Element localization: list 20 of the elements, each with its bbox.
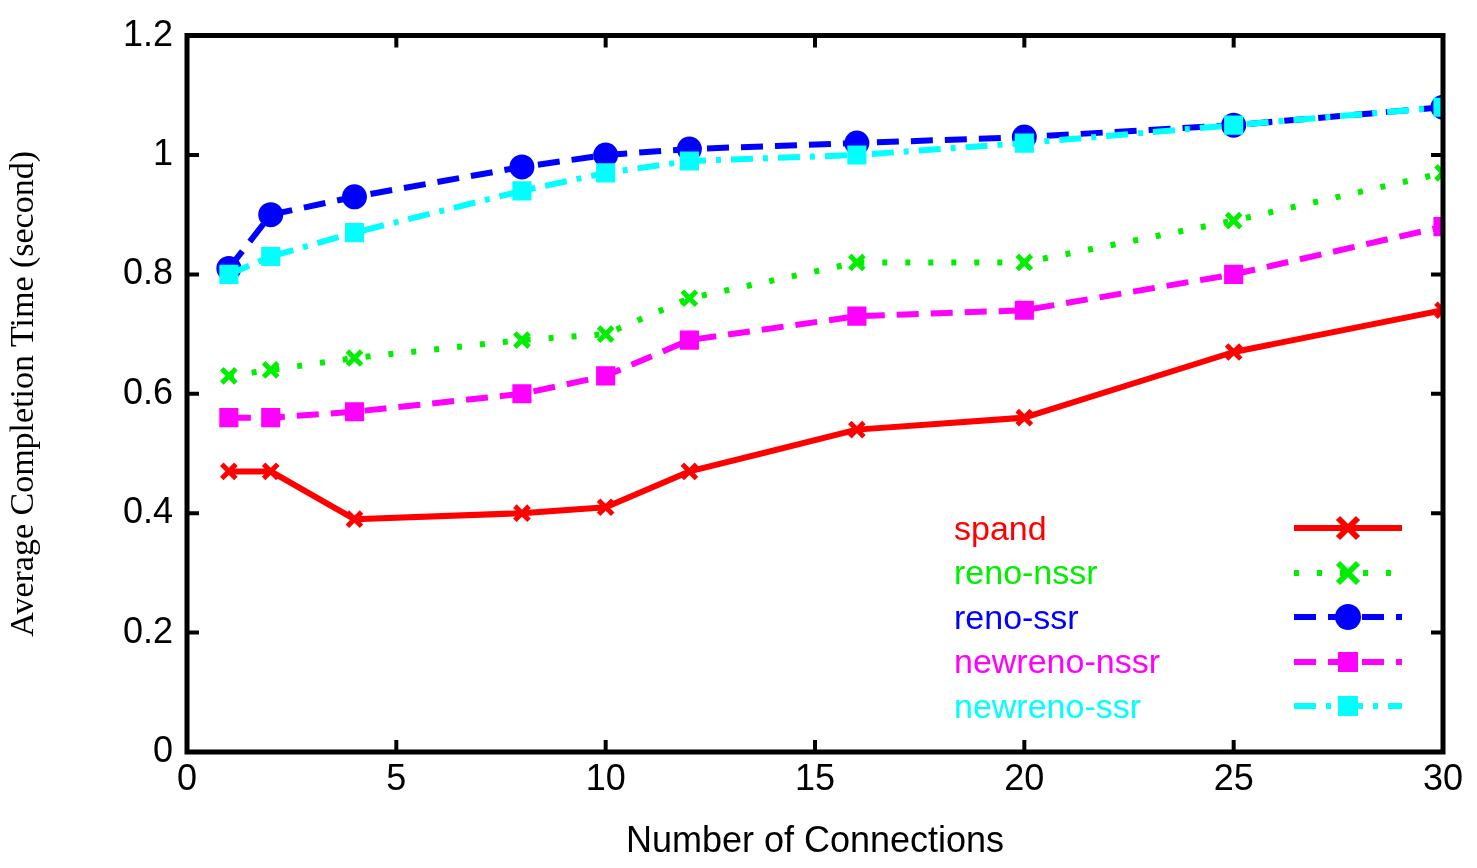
y-tick-label: 0.6 <box>122 370 173 412</box>
y-tick-label: 1 <box>152 131 173 173</box>
x-tick-label: 15 <box>794 756 836 798</box>
x-tick-label: 25 <box>1213 756 1254 798</box>
text: newreno-nssr <box>954 642 1160 682</box>
y-tick-label: 0 <box>152 728 173 770</box>
text: reno-nssr <box>954 553 1098 593</box>
x-axis-title: Number of Connections <box>625 819 1005 861</box>
x-tick-label: 30 <box>1422 756 1464 798</box>
x-tick-label: 10 <box>585 756 626 798</box>
text: newreno-ssr <box>954 686 1142 726</box>
text: spand <box>954 508 1047 548</box>
x-tick-label: 5 <box>386 756 407 798</box>
y-tick-label: 1.2 <box>122 12 173 54</box>
x-tick-label: 20 <box>1004 756 1045 798</box>
y-axis-title: Average Completion Time (second) <box>3 150 42 637</box>
y-tick-label: 0.4 <box>122 490 173 532</box>
y-tick-label: 0.8 <box>122 251 173 293</box>
text: reno-ssr <box>954 597 1079 637</box>
y-tick-label: 0.2 <box>122 609 173 651</box>
